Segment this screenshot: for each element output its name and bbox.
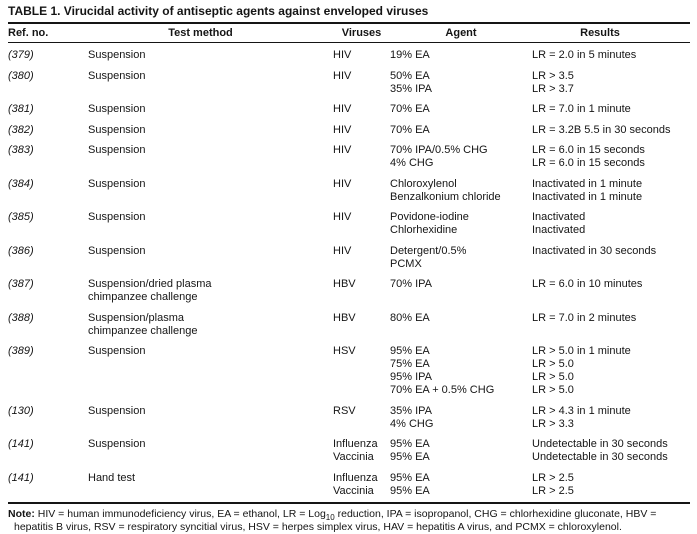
cell-viruses: Influenza Vaccinia xyxy=(333,471,378,497)
cell-results: LR = 7.0 in 1 minute xyxy=(532,103,631,115)
cell-ref-no: (384) xyxy=(8,177,34,190)
cell-viruses: HIV xyxy=(333,244,352,257)
table-row: (381) Suspension HIV 70% EA LR = 7.0 in 1 mi… xyxy=(8,103,690,116)
cell-test-method: Suspension xyxy=(88,144,146,156)
cell-viruses: HBV xyxy=(333,311,356,324)
cell-viruses: HIV xyxy=(333,144,352,156)
cell-test-method: Suspension xyxy=(88,103,146,115)
cell-test-method: Hand test xyxy=(88,471,136,484)
column-header-ref-no: Ref. no. xyxy=(8,27,49,39)
table-row: (388) Suspension/plasma chimpanzee challe… xyxy=(8,312,690,338)
note-subscript: 10 xyxy=(325,512,335,522)
cell-agent: 95% EA 95% EA xyxy=(390,438,430,463)
cell-agent: 70% IPA xyxy=(390,278,432,290)
note-text-pre: HIV = human immunodeficiency virus, EA =… xyxy=(34,507,326,520)
cell-results: Inactivated in 1 minute Inactivated in 1… xyxy=(532,177,643,203)
table-row: (382) Suspension HIV 70% EA LR = 3.2B 5.5 in… xyxy=(8,124,690,137)
cell-test-method: Suspension xyxy=(88,49,146,61)
table-row: (387) Suspension/dried plasma chimpanzee … xyxy=(8,278,690,304)
table-row: (384) Suspension HIV Chloroxylenol Benzalko… xyxy=(8,178,690,204)
cell-results: LR = 6.0 in 10 minutes xyxy=(532,278,643,290)
cell-agent: 80% EA xyxy=(390,311,430,324)
cell-test-method: Suspension xyxy=(88,177,146,190)
table-row: (386) Suspension HIV Detergent/0.5% PCMX Ina… xyxy=(8,245,690,271)
column-header-viruses: Viruses xyxy=(341,27,382,39)
table-title: TABLE 1. Virucidal activity of antisepti… xyxy=(8,4,429,18)
cell-test-method: Suspension xyxy=(88,244,146,257)
cell-test-method: Suspension/plasma chimpanzee challenge xyxy=(88,311,198,337)
column-header-agent: Agent xyxy=(445,27,477,39)
cell-viruses: HIV xyxy=(333,49,352,61)
cell-test-method: Suspension xyxy=(88,123,146,136)
cell-results: LR = 6.0 in 15 seconds LR = 6.0 in 15 se… xyxy=(532,144,645,169)
cell-ref-no: (388) xyxy=(8,311,34,324)
cell-results: LR = 2.0 in 5 minutes xyxy=(532,49,637,61)
table-note: Note: HIV = human immunodeficiency virus… xyxy=(8,504,690,534)
cell-agent: 70% EA xyxy=(390,103,430,115)
cell-results: LR = 3.2B 5.5 in 30 seconds xyxy=(532,123,671,136)
cell-test-method: Suspension xyxy=(88,69,146,82)
cell-ref-no: (387) xyxy=(8,278,34,290)
cell-agent: 19% EA xyxy=(390,49,430,61)
cell-test-method: Suspension/dried plasma chimpanzee chall… xyxy=(88,278,212,303)
cell-viruses: HIV xyxy=(333,103,352,115)
cell-ref-no: (380) xyxy=(8,69,34,82)
table-bottom-rule xyxy=(8,501,690,504)
cell-test-method: Suspension xyxy=(88,211,146,223)
cell-ref-no: (141) xyxy=(8,471,34,484)
cell-ref-no: (386) xyxy=(8,244,34,257)
note-label: Note: xyxy=(8,507,35,520)
cell-agent: 95% EA 75% EA 95% IPA 70% EA + 0.5% CHG xyxy=(390,345,495,396)
cell-agent: 50% EA 35% IPA xyxy=(390,69,432,95)
cell-results: LR > 3.5 LR > 3.7 xyxy=(532,69,574,95)
table-body: (379) Suspension HIV 19% EA LR = 2.0 in 5 mi… xyxy=(8,43,690,498)
cell-viruses: HIV xyxy=(333,177,352,190)
cell-agent: 70% IPA/0.5% CHG 4% CHG xyxy=(390,144,488,169)
table-row: (380) Suspension HIV 50% EA 35% IPA LR > 3.5… xyxy=(8,70,690,96)
cell-ref-no: (385) xyxy=(8,211,34,223)
cell-ref-no: (379) xyxy=(8,49,34,61)
column-header-test-method: Test method xyxy=(168,27,233,39)
cell-ref-no: (141) xyxy=(8,438,34,450)
cell-viruses: RSV xyxy=(333,404,356,417)
table-row: (385) Suspension HIV Povidone-iodine Chlorh… xyxy=(8,211,690,237)
cell-viruses: HIV xyxy=(333,123,352,136)
column-header-results: Results xyxy=(580,27,620,39)
cell-agent: 35% IPA 4% CHG xyxy=(390,404,434,430)
table-row: (379) Suspension HIV 19% EA LR = 2.0 in 5 mi… xyxy=(8,49,690,62)
table-row: (383) Suspension HIV 70% IPA/0.5% CHG 4% CH… xyxy=(8,144,690,170)
cell-viruses: Influenza Vaccinia xyxy=(333,438,378,463)
title-rule xyxy=(8,22,690,24)
cell-agent: Povidone-iodine Chlorhexidine xyxy=(390,211,469,236)
table-row: (141) Hand test Influenza Vaccinia 95% EA 9… xyxy=(8,472,690,498)
cell-results: Inactivated in 30 seconds xyxy=(532,244,657,257)
cell-results: LR = 7.0 in 2 minutes xyxy=(532,311,637,324)
table-row: (130) Suspension RSV 35% IPA 4% CHG LR > 4.3… xyxy=(8,405,690,431)
cell-test-method: Suspension xyxy=(88,345,146,357)
cell-ref-no: (382) xyxy=(8,123,34,136)
cell-agent: Chloroxylenol Benzalkonium chloride xyxy=(390,177,501,203)
cell-test-method: Suspension xyxy=(88,404,146,417)
cell-test-method: Suspension xyxy=(88,438,146,450)
cell-results: Inactivated Inactivated xyxy=(532,211,586,236)
cell-agent: Detergent/0.5% PCMX xyxy=(390,244,467,270)
cell-agent: 95% EA 95% EA xyxy=(390,471,430,497)
cell-viruses: HBV xyxy=(333,278,356,290)
cell-viruses: HIV xyxy=(333,211,352,223)
cell-results: LR > 5.0 in 1 minute LR > 5.0 LR > 5.0 L… xyxy=(532,345,631,396)
table-row: (141) Suspension Influenza Vaccinia 95% EA … xyxy=(8,438,690,464)
cell-results: LR > 2.5 LR > 2.5 xyxy=(532,471,574,497)
cell-ref-no: (130) xyxy=(8,404,34,417)
cell-ref-no: (383) xyxy=(8,144,34,156)
cell-results: LR > 4.3 in 1 minute LR > 3.3 xyxy=(532,404,631,430)
cell-viruses: HSV xyxy=(333,345,356,357)
cell-agent: 70% EA xyxy=(390,123,430,136)
table-row: (389) Suspension HSV 95% EA 75% EA 95% IPA … xyxy=(8,345,690,397)
table-header-row: Ref. no. Test method Viruses Agent Resul… xyxy=(8,24,690,43)
cell-ref-no: (381) xyxy=(8,103,34,115)
cell-results: Undetectable in 30 seconds Undetectable … xyxy=(532,438,668,463)
cell-viruses: HIV xyxy=(333,69,352,82)
cell-ref-no: (389) xyxy=(8,345,34,357)
